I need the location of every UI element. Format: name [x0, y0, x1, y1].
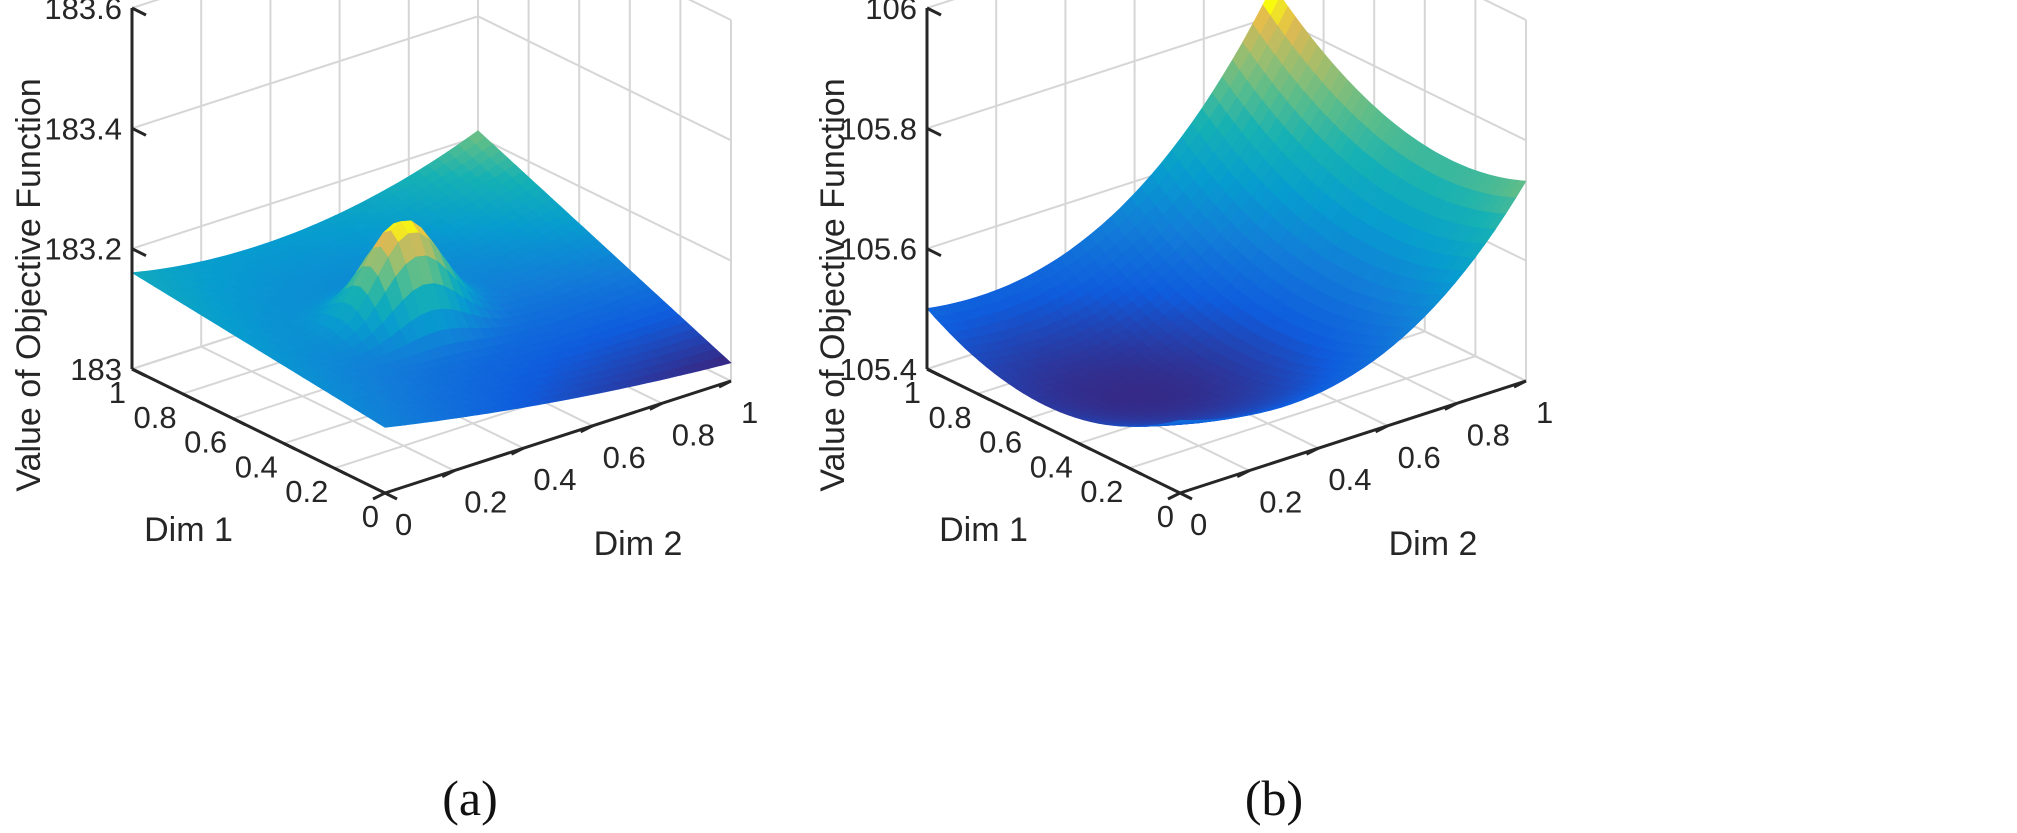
wall-grid-line — [1482, 0, 1527, 21]
z-tick-mark — [131, 367, 147, 378]
z-tick-label: 183 — [70, 352, 122, 387]
y-tick-mark — [441, 469, 455, 478]
z-tick-label: 105.8 — [839, 111, 917, 146]
chart-panel-a: 183 183.2 183.4 183.6 0 0.2 0.4 0.6 0.8 … — [10, 0, 758, 826]
x-tick-label: 1 — [904, 375, 921, 410]
surface-patch — [1172, 419, 1191, 423]
z-tick-label: 183.6 — [44, 0, 122, 26]
x-tick-label: 0.6 — [979, 425, 1022, 460]
y-axis-label: Dim 2 — [1389, 525, 1478, 563]
z-axis-label: Value of Objective Function — [10, 78, 48, 491]
y-tick-label: 0.2 — [1259, 485, 1302, 520]
x-tick-label: 0.4 — [1030, 449, 1073, 484]
wall-grid-line — [926, 0, 955, 9]
x-tick-label: 0 — [362, 499, 379, 534]
x-tick-label: 0.8 — [133, 400, 176, 435]
y-tick-label: 0.4 — [533, 462, 576, 497]
z-tick-label: 105.4 — [839, 352, 917, 387]
y-tick-label: 0 — [395, 507, 412, 542]
z-tick-mark — [926, 126, 942, 137]
z-tick-mark — [926, 247, 942, 258]
y-tick-label: 0.8 — [1467, 417, 1510, 452]
z-axis-label: Value of Objective Function — [814, 78, 852, 491]
wall-grid-line — [687, 0, 732, 21]
z-tick-label: 183.2 — [44, 232, 122, 267]
z-tick-mark — [926, 6, 942, 17]
panel-caption: (b) — [1245, 770, 1303, 826]
chart-panel-b: 105.4 105.6 105.8 106 0 0.2 0.4 0.6 0.8 … — [814, 0, 1553, 826]
y-tick-mark — [1444, 402, 1458, 411]
wall-grid-line — [1272, 15, 1527, 142]
y-tick-mark — [718, 379, 732, 389]
surface-plot — [926, 0, 1527, 427]
x-tick-mark — [976, 392, 991, 402]
y-tick-mark — [1305, 446, 1320, 456]
z-tick-label: 106 — [865, 0, 917, 26]
y-tick-mark — [649, 402, 663, 411]
wall-grid-line — [131, 135, 479, 250]
x-tick-label: 0.8 — [928, 400, 971, 435]
wall-grid-line — [477, 135, 732, 262]
x-axis-label: Dim 1 — [144, 511, 233, 549]
z-tick-label: 105.6 — [839, 232, 917, 267]
y-tick-mark — [1513, 379, 1527, 389]
y-axis-line — [384, 379, 732, 495]
wall-grid-line — [131, 15, 479, 130]
x-tick-label: 0.2 — [1080, 474, 1123, 509]
y-tick-label: 0.8 — [672, 417, 715, 452]
z-tick-mark — [926, 367, 942, 378]
y-tick-mark — [1167, 491, 1181, 501]
z-tick-mark — [131, 126, 147, 137]
surface-plot — [131, 130, 732, 428]
wall-grid-line — [477, 15, 732, 142]
floor-grid-line — [1129, 355, 1476, 470]
z-tick-mark — [131, 6, 147, 17]
x-tick-label: 1 — [109, 375, 126, 410]
x-tick-mark — [1179, 491, 1193, 501]
y-tick-label: 1 — [1536, 395, 1553, 430]
axes — [925, 6, 1527, 501]
y-tick-mark — [372, 491, 386, 501]
x-tick-mark — [333, 466, 348, 476]
axes — [130, 6, 732, 501]
z-tick-label: 183.4 — [44, 111, 122, 146]
z-tick-mark — [131, 247, 147, 258]
floor-grid-line — [200, 345, 455, 472]
x-tick-mark — [1128, 466, 1143, 476]
wall-grid-line — [131, 0, 160, 9]
y-axis-line — [1179, 379, 1527, 495]
x-tick-mark — [181, 392, 196, 402]
x-tick-mark — [283, 442, 297, 451]
x-tick-label: 0.4 — [235, 449, 278, 484]
y-tick-label: 1 — [741, 395, 758, 430]
wall-grid-line — [926, 15, 1274, 130]
x-tick-mark — [232, 417, 246, 426]
x-tick-label: 0.6 — [184, 425, 227, 460]
y-tick-label: 0.4 — [1328, 462, 1371, 497]
y-tick-label: 0.2 — [464, 485, 507, 520]
x-tick-mark — [1027, 417, 1041, 426]
panel-caption: (a) — [442, 770, 498, 826]
x-tick-label: 0 — [1157, 499, 1174, 534]
x-tick-mark — [384, 491, 398, 501]
x-tick-label: 0.2 — [285, 474, 328, 509]
y-tick-label: 0.6 — [603, 440, 646, 475]
y-tick-mark — [1236, 469, 1250, 478]
y-tick-mark — [510, 446, 525, 456]
y-axis-label: Dim 2 — [594, 525, 683, 563]
y-tick-mark — [579, 424, 594, 434]
y-tick-mark — [1374, 424, 1389, 434]
y-tick-label: 0 — [1190, 507, 1207, 542]
y-tick-label: 0.6 — [1398, 440, 1441, 475]
x-tick-mark — [1078, 442, 1092, 451]
surface-patch — [376, 421, 397, 428]
x-axis-label: Dim 1 — [939, 511, 1028, 549]
